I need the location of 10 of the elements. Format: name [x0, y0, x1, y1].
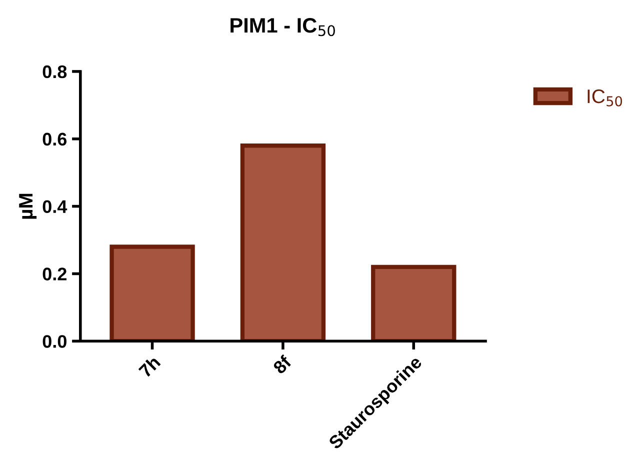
y-tick-label: 0.4: [42, 200, 68, 214]
y-tick-label: 0.8: [42, 65, 67, 78]
x-tick-label: 7h: [138, 355, 161, 378]
y-tick-label: 0.2: [42, 268, 66, 280]
chart-title: PIM1 - IC$_{50}$: [230, 18, 335, 36]
x-tick-label: 8f: [272, 354, 292, 375]
legend-label: IC$_{50}$: [588, 89, 622, 106]
y-tick-label: 0.6: [42, 132, 67, 146]
y-axis-title: µM: [19, 194, 37, 219]
y-tick-label: 0.0: [42, 335, 66, 348]
